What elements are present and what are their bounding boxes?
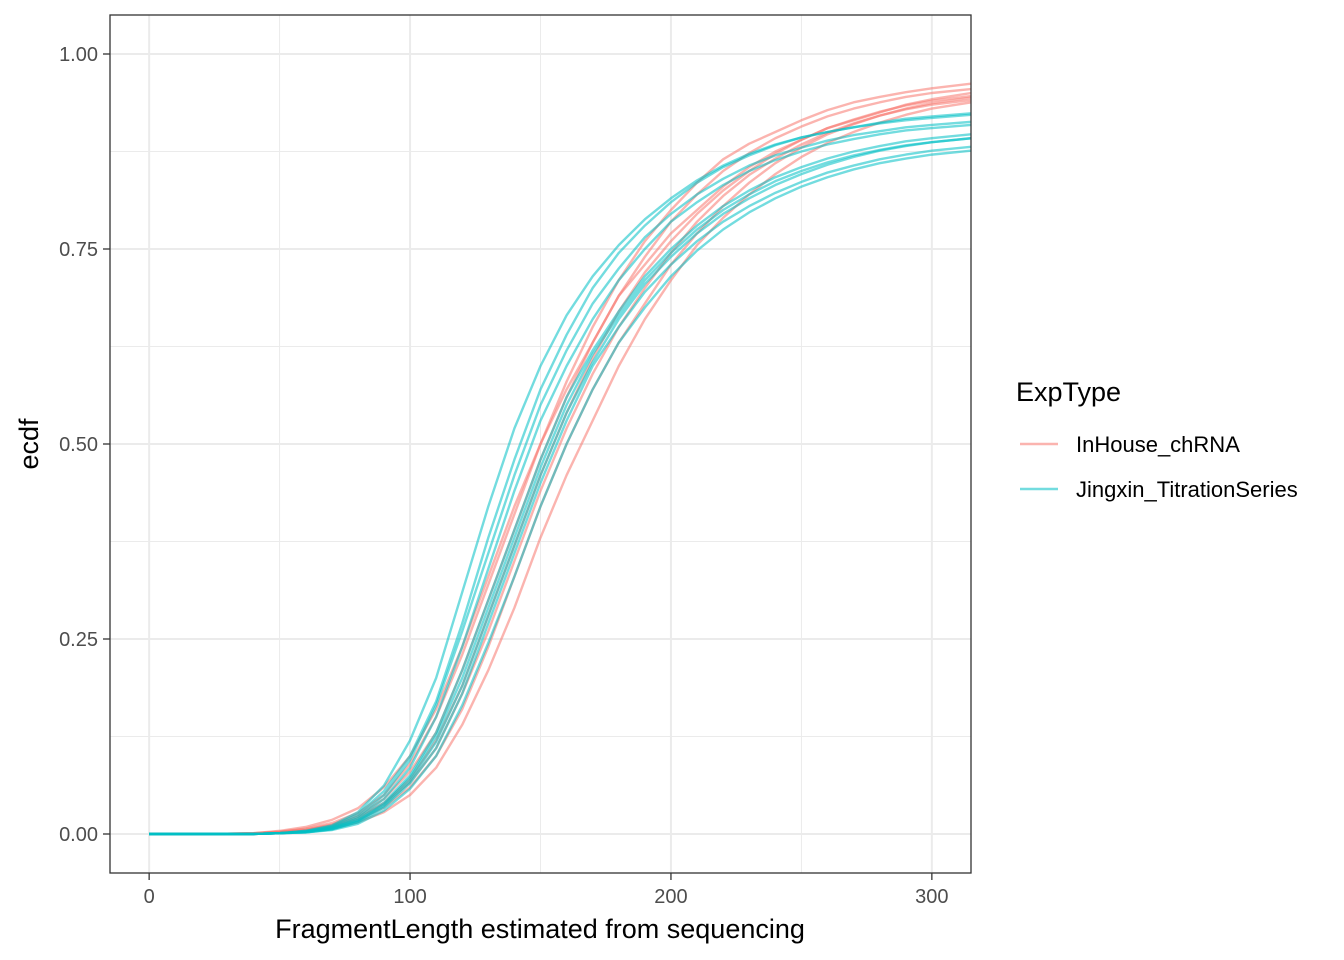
legend-title: ExpType — [1016, 377, 1121, 407]
legend-label-inhouse-chrna: InHouse_chRNA — [1076, 432, 1240, 457]
series-line-inhouse-chrna-1 — [149, 82, 971, 836]
x-axis-ticks: 0 100 200 300 — [144, 873, 949, 908]
y-tick-label: 0.75 — [59, 239, 98, 261]
y-axis-title: ecdf — [14, 418, 44, 470]
y-tick-label: 0.50 — [59, 434, 98, 456]
y-axis-ticks: 0.00 0.25 0.50 0.75 1.00 — [59, 44, 110, 846]
series-line-jingxin-titrationseries-15 — [149, 137, 971, 836]
legend-label-jingxin-titrationseries: Jingxin_TitrationSeries — [1076, 477, 1298, 502]
y-tick-label: 0.00 — [59, 824, 98, 846]
x-tick-label: 300 — [915, 886, 948, 908]
legend: ExpType InHouse_chRNA Jingxin_TitrationS… — [1016, 377, 1298, 502]
x-tick-label: 0 — [144, 886, 155, 908]
y-tick-label: 1.00 — [59, 44, 98, 66]
x-axis-title: FragmentLength estimated from sequencing — [275, 914, 805, 944]
x-tick-label: 200 — [654, 886, 687, 908]
y-tick-label: 0.25 — [59, 629, 98, 651]
series-line-jingxin-titrationseries-13 — [149, 120, 971, 836]
x-tick-label: 100 — [393, 886, 426, 908]
series-line-jingxin-titrationseries-8 — [149, 113, 971, 836]
ecdf-series — [149, 82, 971, 836]
